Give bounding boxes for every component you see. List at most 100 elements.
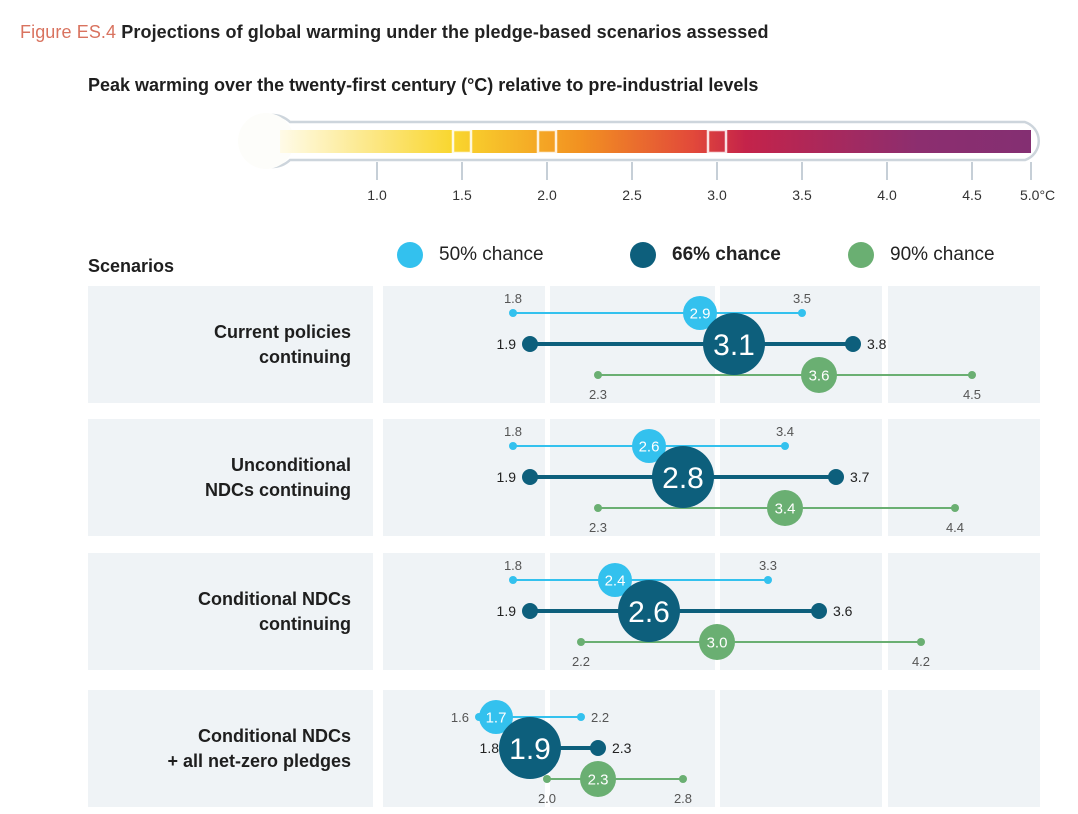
range-high-point-50% xyxy=(798,309,806,317)
thermometer-marker-1 xyxy=(536,128,558,155)
row-background-panel xyxy=(888,286,1040,403)
central-estimate-90% xyxy=(767,490,803,526)
range-low-point-90% xyxy=(577,638,585,646)
scenario-label: Conditional NDCs + all net-zero pledges xyxy=(167,725,351,771)
range-high-label-50%: 2.2 xyxy=(591,710,609,725)
central-estimate-label-50%: 2.9 xyxy=(690,305,711,322)
row-background-panel xyxy=(383,419,545,536)
range-high-point-66% xyxy=(811,603,827,619)
legend-label-50: 50% chance xyxy=(439,244,544,265)
range-high-point-90% xyxy=(951,504,959,512)
central-estimate-50% xyxy=(598,563,632,597)
range-low-label-90%: 2.2 xyxy=(572,654,590,669)
central-estimate-label-66%: 2.6 xyxy=(628,596,670,629)
row-background-panel xyxy=(383,286,545,403)
axis-tick-label-2: 2.0 xyxy=(537,187,557,203)
central-estimate-label-50%: 2.6 xyxy=(639,438,660,455)
range-low-label-90%: 2.3 xyxy=(589,520,607,535)
range-low-label-90%: 2.3 xyxy=(589,387,607,402)
figure-number: Figure ES.4 xyxy=(20,22,117,42)
central-estimate-label-66%: 1.9 xyxy=(509,733,551,766)
row-background-panel xyxy=(720,690,882,807)
central-estimate-66% xyxy=(618,580,680,642)
central-estimate-label-90%: 3.0 xyxy=(707,634,728,651)
range-high-label-90%: 4.4 xyxy=(946,520,964,535)
scenario-label-panel: Conditional NDCs + all net-zero pledges xyxy=(88,690,373,807)
range-high-point-90% xyxy=(679,775,687,783)
range-high-label-66%: 3.6 xyxy=(833,603,853,619)
range-high-point-66% xyxy=(590,740,606,756)
scenario-label-panel: Current policies continuing xyxy=(88,286,373,403)
central-estimate-66% xyxy=(703,313,765,375)
central-estimate-label-66%: 2.8 xyxy=(662,462,704,495)
range-high-label-66%: 2.3 xyxy=(612,740,632,756)
central-estimate-66% xyxy=(652,446,714,508)
chart-title: Peak warming over the twenty-first centu… xyxy=(88,75,759,95)
range-low-point-66% xyxy=(522,336,538,352)
range-high-label-50%: 3.3 xyxy=(759,558,777,573)
range-low-point-66% xyxy=(522,469,538,485)
range-low-label-90%: 2.0 xyxy=(538,791,556,806)
central-estimate-label-90%: 3.6 xyxy=(809,367,830,384)
range-low-point-90% xyxy=(543,775,551,783)
legend-dot-66-icon xyxy=(630,242,656,268)
range-low-point-50% xyxy=(509,309,517,317)
thermometer-bar xyxy=(280,130,1031,153)
range-high-point-50% xyxy=(577,713,585,721)
scenario-label: Conditional NDCs continuing xyxy=(198,588,351,634)
range-low-label-66%: 1.9 xyxy=(497,469,517,485)
legend-item-66: 66% chance xyxy=(630,238,781,272)
range-low-label-66%: 1.9 xyxy=(497,603,517,619)
central-estimate-66% xyxy=(499,717,561,779)
range-high-point-50% xyxy=(764,576,772,584)
central-estimate-50% xyxy=(632,429,666,463)
thermometer-marker-2 xyxy=(706,128,728,155)
legend-dot-50-icon xyxy=(397,242,423,268)
range-low-label-50%: 1.8 xyxy=(504,291,522,306)
central-estimate-90% xyxy=(699,624,735,660)
range-high-label-90%: 4.5 xyxy=(963,387,981,402)
scenario-label: Unconditional NDCs continuing xyxy=(205,454,351,500)
axis-tick-label-5: 3.5 xyxy=(792,187,812,203)
row-background-panel xyxy=(383,553,545,670)
central-estimate-label-50%: 1.7 xyxy=(486,709,507,726)
thermometer-marker-0 xyxy=(451,128,473,155)
central-estimate-90% xyxy=(801,357,837,393)
range-high-point-90% xyxy=(917,638,925,646)
central-estimate-90% xyxy=(580,761,616,797)
central-estimate-label-90%: 2.3 xyxy=(588,771,609,788)
axis-tick-label-0: 1.0 xyxy=(367,187,387,203)
scenario-label: Current policies continuing xyxy=(213,321,351,367)
scenario-label-panel: Conditional NDCs continuing xyxy=(88,553,373,670)
range-high-point-66% xyxy=(828,469,844,485)
legend-item-90: 90% chance xyxy=(848,238,995,272)
range-high-label-90%: 2.8 xyxy=(674,791,692,806)
legend-item-50: 50% chance xyxy=(397,238,544,272)
thermometer-bulb xyxy=(238,113,294,169)
row-background-panel xyxy=(888,690,1040,807)
central-estimate-50% xyxy=(479,700,513,734)
legend-label-66: 66% chance xyxy=(672,244,781,265)
range-high-point-66% xyxy=(845,336,861,352)
range-low-label-66%: 1.8 xyxy=(480,740,500,756)
range-low-label-50%: 1.8 xyxy=(504,558,522,573)
axis-tick-label-6: 4.0 xyxy=(877,187,897,203)
range-low-label-66%: 1.9 xyxy=(497,336,517,352)
range-high-label-90%: 4.2 xyxy=(912,654,930,669)
axis-tick-label-3: 2.5 xyxy=(622,187,642,203)
legend-label-90: 90% chance xyxy=(890,244,995,265)
figure-title: Figure ES.4 Projections of global warmin… xyxy=(20,22,769,43)
range-high-label-50%: 3.4 xyxy=(776,424,794,439)
range-low-label-50%: 1.6 xyxy=(451,710,469,725)
central-estimate-label-50%: 2.4 xyxy=(605,572,626,589)
range-high-label-66%: 3.8 xyxy=(867,336,887,352)
range-high-point-50% xyxy=(781,442,789,450)
row-background-panel xyxy=(888,553,1040,670)
range-low-label-50%: 1.8 xyxy=(504,424,522,439)
legend-dot-90-icon xyxy=(848,242,874,268)
row-background-panel xyxy=(888,419,1040,536)
range-low-point-90% xyxy=(594,504,602,512)
range-low-point-50% xyxy=(509,576,517,584)
scenarios-header: Scenarios xyxy=(88,256,175,276)
